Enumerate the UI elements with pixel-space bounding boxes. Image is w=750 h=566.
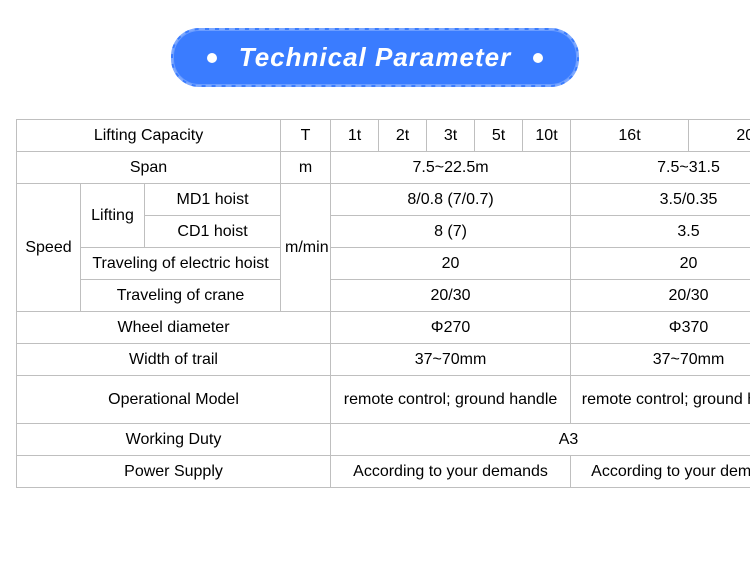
lbl-lifting: Lifting [81, 184, 145, 248]
hdr-2t: 2t [379, 120, 427, 152]
lbl-md1: MD1 hoist [145, 184, 281, 216]
val-power-g2: According to your demands [571, 456, 750, 488]
val-trail-g2: 37~70mm [571, 344, 750, 376]
hdr-10t: 10t [523, 120, 571, 152]
val-power-g1: According to your demands [331, 456, 571, 488]
val-trav-hoist-g1: 20 [331, 248, 571, 280]
banner-container: Technical Parameter [0, 0, 750, 119]
hdr-3t: 3t [427, 120, 475, 152]
hdr-5t: 5t [475, 120, 523, 152]
row-power: Power Supply According to your demands A… [17, 456, 750, 488]
lbl-trav-crane: Traveling of crane [81, 280, 281, 312]
val-span-g1: 7.5~22.5m [331, 152, 571, 184]
val-duty: A3 [331, 424, 750, 456]
page-title: Technical Parameter [239, 42, 511, 73]
row-trav-hoist: Traveling of electric hoist 20 20 [17, 248, 750, 280]
val-trav-hoist-g2: 20 [571, 248, 750, 280]
header-row: Lifting Capacity T 1t 2t 3t 5t 10t 16t 2… [17, 120, 750, 152]
val-opmodel-g1: remote control; ground handle [331, 376, 571, 424]
table-container: Lifting Capacity T 1t 2t 3t 5t 10t 16t 2… [0, 119, 750, 488]
lbl-trav-hoist: Traveling of electric hoist [81, 248, 281, 280]
row-wheel: Wheel diameter Φ270 Φ370 [17, 312, 750, 344]
lbl-trail: Width of trail [17, 344, 331, 376]
unit-span: m [281, 152, 331, 184]
hdr-lifting-capacity: Lifting Capacity [17, 120, 281, 152]
lbl-opmodel: Operational Model [17, 376, 331, 424]
lbl-span: Span [17, 152, 281, 184]
val-cd1-g1: 8 (7) [331, 216, 571, 248]
hdr-16t: 16t [571, 120, 689, 152]
lbl-speed: Speed [17, 184, 81, 312]
val-trail-g1: 37~70mm [331, 344, 571, 376]
lbl-power: Power Supply [17, 456, 331, 488]
row-trav-crane: Traveling of crane 20/30 20/30 [17, 280, 750, 312]
hdr-20t: 20t [689, 120, 750, 152]
row-trail: Width of trail 37~70mm 37~70mm [17, 344, 750, 376]
row-span: Span m 7.5~22.5m 7.5~31.5 [17, 152, 750, 184]
val-trav-crane-g1: 20/30 [331, 280, 571, 312]
val-cd1-g2: 3.5 [571, 216, 750, 248]
lbl-cd1: CD1 hoist [145, 216, 281, 248]
lbl-duty: Working Duty [17, 424, 331, 456]
row-opmodel: Operational Model remote control; ground… [17, 376, 750, 424]
dot-left-icon [207, 53, 217, 63]
hdr-1t: 1t [331, 120, 379, 152]
parameter-table: Lifting Capacity T 1t 2t 3t 5t 10t 16t 2… [16, 119, 750, 488]
title-banner: Technical Parameter [171, 28, 579, 87]
hdr-unit-T: T [281, 120, 331, 152]
val-md1-g1: 8/0.8 (7/0.7) [331, 184, 571, 216]
lbl-wheel: Wheel diameter [17, 312, 331, 344]
row-md1: Speed Lifting MD1 hoist m/min 8/0.8 (7/0… [17, 184, 750, 216]
unit-speed: m/min [281, 184, 331, 312]
val-span-g2: 7.5~31.5 [571, 152, 750, 184]
row-duty: Working Duty A3 [17, 424, 750, 456]
val-wheel-g2: Φ370 [571, 312, 750, 344]
val-wheel-g1: Φ270 [331, 312, 571, 344]
val-md1-g2: 3.5/0.35 [571, 184, 750, 216]
val-trav-crane-g2: 20/30 [571, 280, 750, 312]
val-opmodel-g2: remote control; ground handle [571, 376, 750, 424]
dot-right-icon [533, 53, 543, 63]
